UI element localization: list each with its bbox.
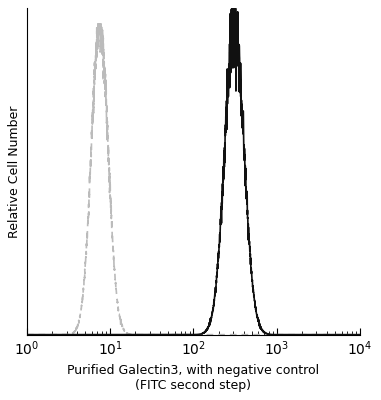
X-axis label: Purified Galectin3, with negative control
(FITC second step): Purified Galectin3, with negative contro… (67, 364, 320, 392)
Y-axis label: Relative Cell Number: Relative Cell Number (8, 105, 21, 238)
